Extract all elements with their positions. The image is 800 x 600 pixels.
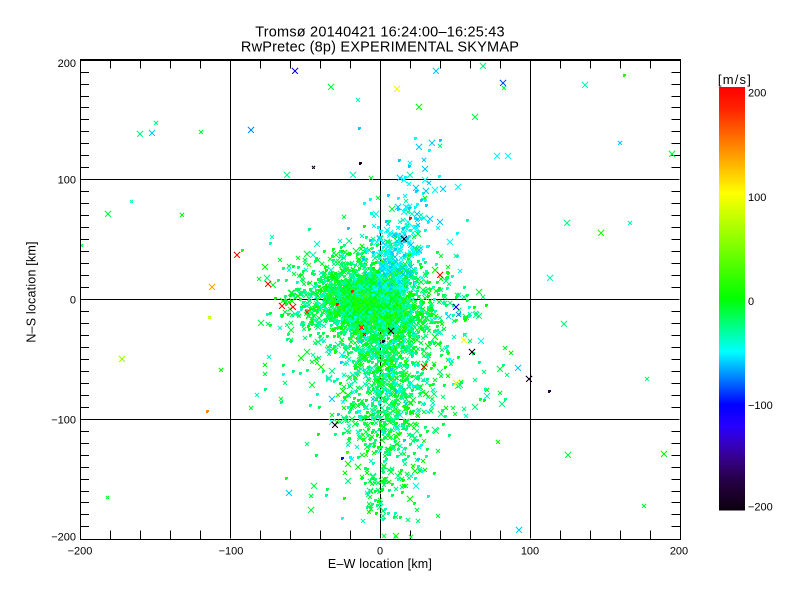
- svg-text:100: 100: [748, 192, 766, 204]
- svg-text:−100: −100: [51, 414, 76, 426]
- svg-text:E–W location [km]: E–W location [km]: [328, 557, 432, 571]
- svg-text:RwPretec (8p) EXPERIMENTAL SKY: RwPretec (8p) EXPERIMENTAL SKYMAP: [241, 40, 519, 56]
- svg-text:−200: −200: [51, 531, 76, 543]
- svg-text:200: 200: [58, 58, 76, 70]
- svg-text:200: 200: [748, 87, 766, 99]
- svg-text:−100: −100: [219, 546, 244, 558]
- svg-text:Tromsø 20140421 16:24:00–16:25: Tromsø 20140421 16:24:00–16:25:43: [255, 25, 505, 41]
- svg-text:N–S location [km]: N–S location [km]: [25, 241, 39, 342]
- svg-text:200: 200: [670, 546, 688, 558]
- svg-text:100: 100: [521, 546, 539, 558]
- svg-text:−200: −200: [748, 501, 773, 513]
- svg-text:0: 0: [748, 296, 754, 308]
- svg-text:[m/s]: [m/s]: [718, 72, 752, 87]
- svg-text:0: 0: [70, 294, 76, 306]
- svg-text:100: 100: [58, 175, 76, 187]
- svg-text:0: 0: [377, 546, 383, 558]
- svg-text:−200: −200: [68, 546, 93, 558]
- svg-text:−100: −100: [748, 400, 773, 412]
